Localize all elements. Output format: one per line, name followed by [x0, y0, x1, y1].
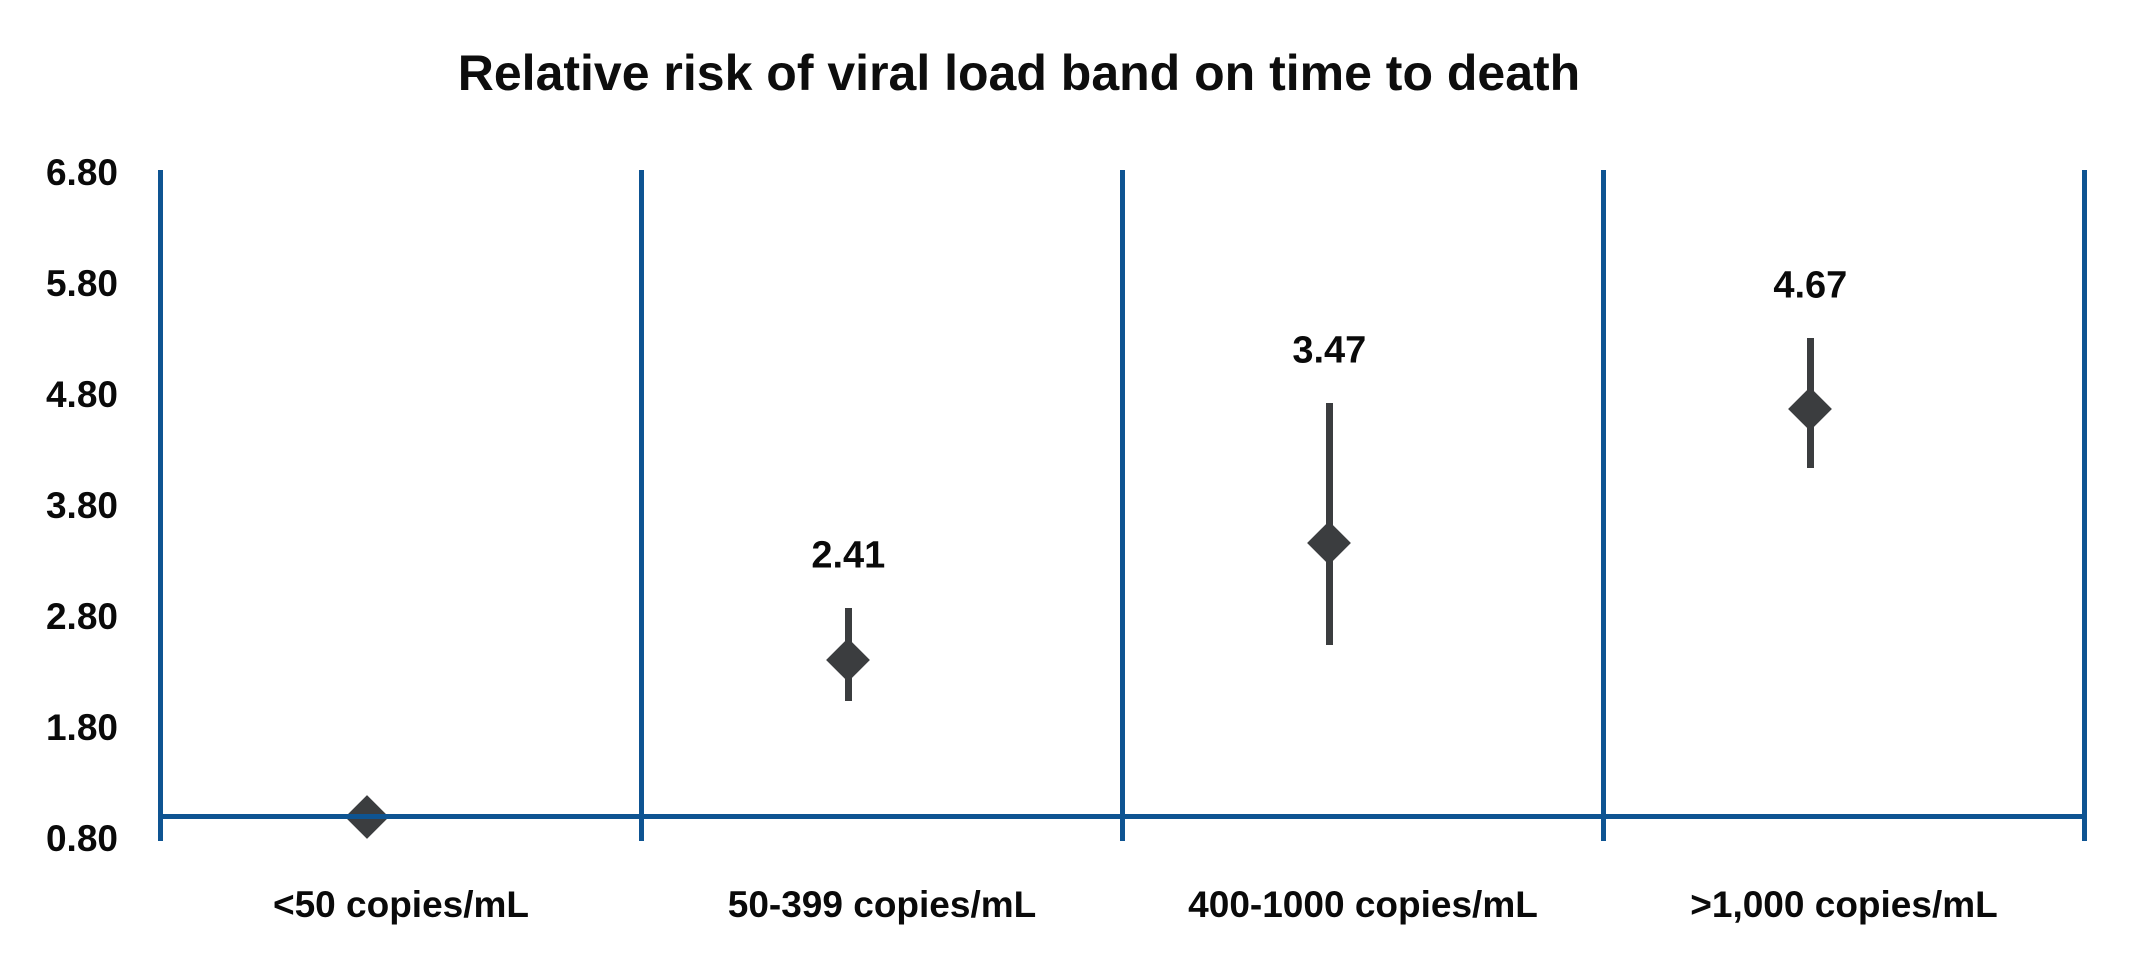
- y-axis-line: [158, 170, 163, 841]
- category-separator-line: [1120, 170, 1125, 841]
- data-point-label: 2.41: [811, 534, 886, 577]
- chart-title: Relative risk of viral load band on time…: [457, 45, 1581, 101]
- data-point-label: 3.47: [1292, 329, 1367, 372]
- y-tick-label: 1.80: [45, 707, 118, 748]
- y-tick-label: 5.80: [45, 263, 118, 304]
- y-tick-label: 0.80: [45, 818, 118, 859]
- x-category-label: >1,000 copies/mL: [1690, 884, 1998, 925]
- data-point-diamond: [826, 638, 871, 683]
- data-point-diamond: [1788, 387, 1833, 432]
- data-point-label: 4.67: [1773, 264, 1848, 307]
- plot-right-border-line: [2082, 170, 2087, 841]
- y-tick-label: 2.80: [45, 596, 118, 637]
- x-axis-line: [158, 814, 2087, 820]
- x-category-label: 400-1000 copies/mL: [1188, 884, 1538, 925]
- x-category-label: 50-399 copies/mL: [727, 884, 1037, 925]
- y-tick-label: 4.80: [45, 374, 118, 415]
- category-separator-line: [639, 170, 644, 841]
- y-tick-label: 6.80: [45, 152, 118, 193]
- data-point-diamond: [1307, 520, 1352, 565]
- y-tick-label: 3.80: [45, 485, 118, 526]
- category-separator-line: [1601, 170, 1606, 841]
- x-category-label: <50 copies/mL: [272, 884, 530, 925]
